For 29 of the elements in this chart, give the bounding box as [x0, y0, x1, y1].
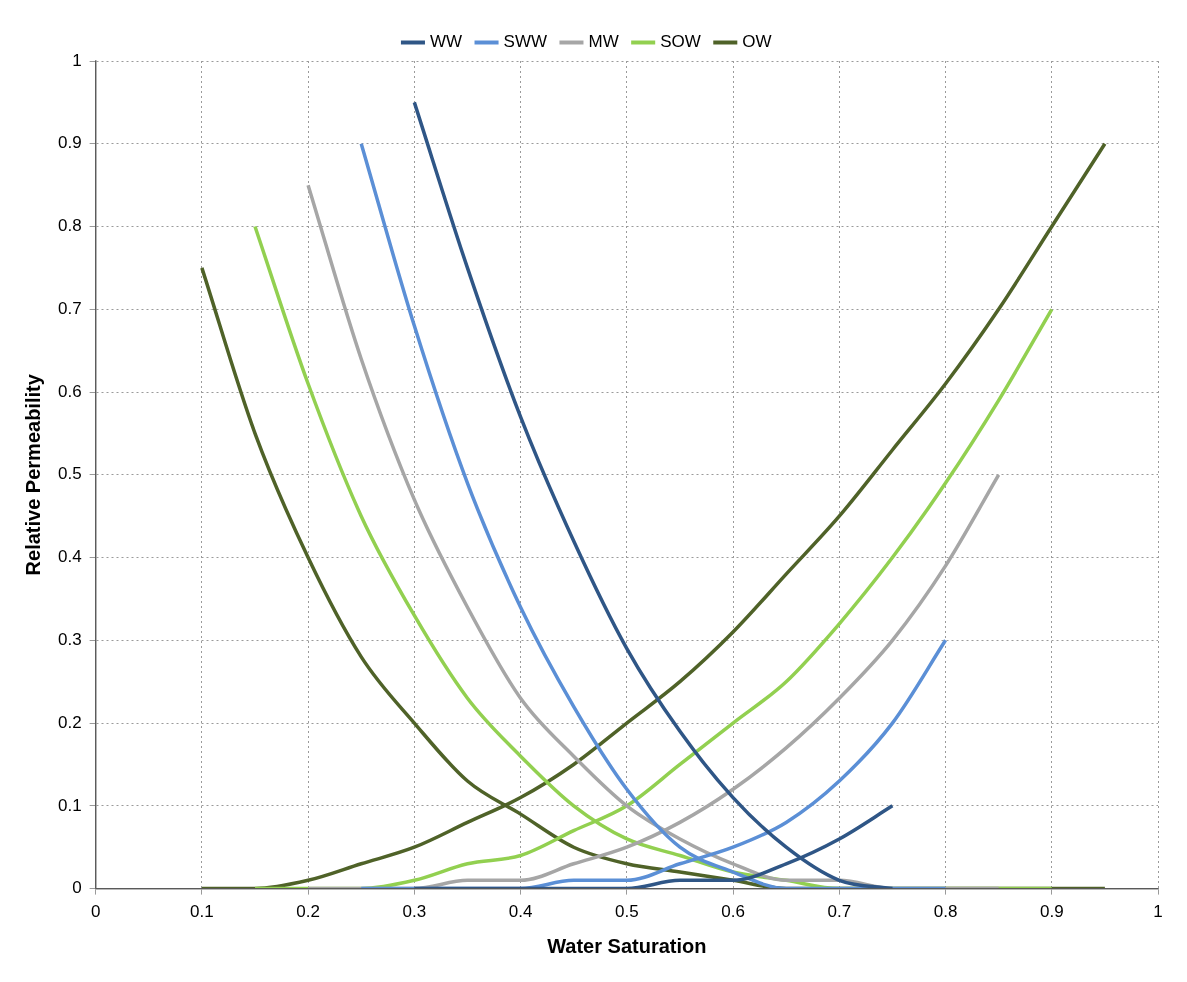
legend-label: MW	[588, 32, 619, 52]
y-tick-label: 1	[72, 50, 82, 70]
x-tick-label: 1	[1153, 902, 1163, 922]
legend-label: OW	[742, 32, 772, 52]
legend-label: SWW	[503, 32, 547, 52]
legend-label: SOW	[660, 32, 701, 52]
x-tick-label: 0.7	[827, 902, 852, 922]
x-tick-label: 0.5	[615, 902, 639, 922]
legend-label: WW	[429, 32, 463, 52]
y-tick-label: 0.8	[57, 216, 82, 236]
x-tick-label: 0	[90, 902, 101, 922]
x-tick-label: 0.1	[190, 902, 214, 922]
y-tick-label: 0.3	[57, 630, 82, 650]
x-tick-label: 0.2	[296, 902, 320, 922]
x-tick-label: 0.4	[508, 902, 533, 922]
y-tick-label: 0.5	[57, 464, 82, 484]
y-tick-label: 0.1	[57, 795, 82, 815]
y-tick-label: 0.6	[57, 381, 82, 401]
x-tick-label: 0.8	[933, 902, 958, 922]
y-tick-label: 0.9	[57, 133, 82, 153]
x-tick-label: 0.6	[721, 902, 745, 922]
x-tick-label: 0.9	[1039, 902, 1064, 922]
y-tick-label: 0.7	[57, 298, 82, 318]
y-axis-title: Relative Permeability	[21, 373, 44, 576]
x-tick-label: 0.3	[402, 902, 427, 922]
y-tick-label: 0.4	[57, 547, 82, 567]
y-tick-label: 0	[72, 878, 82, 898]
y-tick-label: 0.2	[57, 712, 82, 732]
x-axis-title: Water Saturation	[547, 934, 707, 957]
